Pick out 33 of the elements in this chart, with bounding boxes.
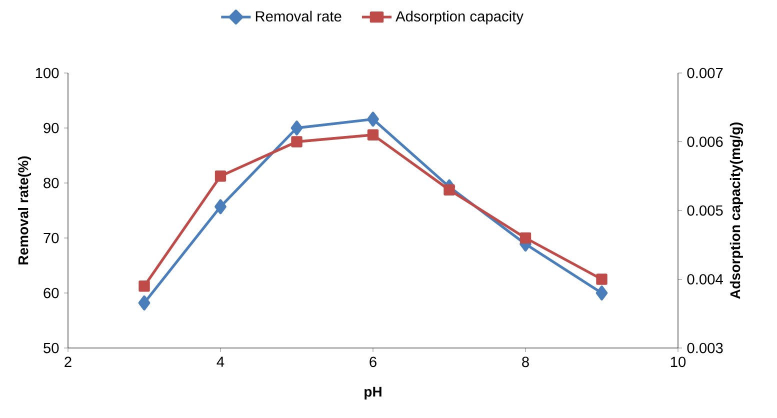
point <box>214 199 226 214</box>
y-tick-label: 70 <box>44 232 59 244</box>
y-tick-label: 90 <box>44 122 59 134</box>
x-tick-label: 10 <box>670 356 686 368</box>
x-tick-label: 6 <box>370 356 376 368</box>
y2-tick-label: 0.006 <box>687 136 723 147</box>
legend-label: Adsorption capacity <box>396 10 524 24</box>
point <box>290 120 303 136</box>
point <box>138 295 150 310</box>
y-tick-label: 80 <box>44 178 59 188</box>
point <box>596 286 608 300</box>
point <box>367 112 379 127</box>
y-tick-label: 100 <box>36 68 59 78</box>
y-axis-title: Removal rate(%) <box>18 156 31 264</box>
point <box>367 129 379 140</box>
y2-tick-label: 0.007 <box>687 68 723 78</box>
x-axis-title: pH <box>364 386 382 400</box>
point <box>444 184 455 196</box>
point <box>596 274 608 285</box>
legend-label: Removal rate <box>256 10 342 22</box>
x-tick-label: 2 <box>64 356 72 367</box>
y2-tick-label: 0.005 <box>687 205 723 216</box>
y-tick-label: 50 <box>44 342 59 354</box>
point <box>138 280 150 292</box>
y2-tick-label: 0.004 <box>687 274 723 284</box>
x-tick-label: 4 <box>216 356 224 367</box>
y-tick-label: 60 <box>44 288 59 298</box>
y2-tick-label: 0.003 <box>687 342 723 354</box>
x-tick-label: 8 <box>522 356 529 368</box>
point <box>520 232 532 244</box>
point <box>291 136 302 148</box>
point <box>214 170 226 182</box>
y2-axis-title: Adsorption capacity(mg/g) <box>730 122 744 299</box>
